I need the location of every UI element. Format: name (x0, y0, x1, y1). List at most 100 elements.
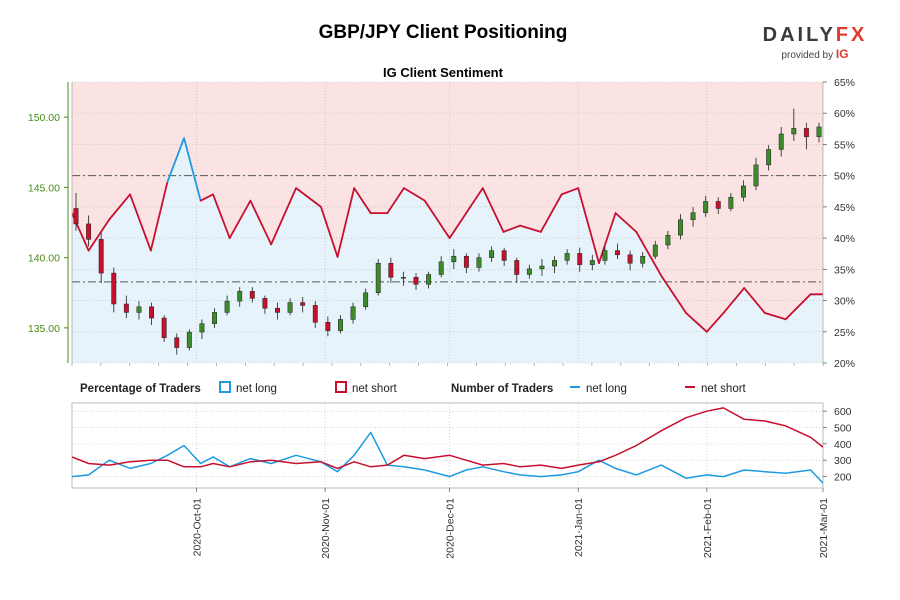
legend-pct-long-label: net long (236, 383, 277, 395)
sentiment-line-segment (577, 187, 600, 264)
counts-tick-label: 200 (834, 472, 852, 484)
counts-tick-label: 400 (834, 439, 852, 451)
chart-title: GBP/JPY Client Positioning (318, 22, 568, 43)
sentiment-line-segment (183, 137, 202, 202)
sentiment-line-segment (423, 199, 451, 240)
sentiment-line-segment (199, 193, 214, 202)
price-candle-body (552, 260, 557, 267)
price-candle-body (438, 261, 444, 275)
price-candle-body (640, 255, 646, 264)
legend-pct-short-swatch (335, 381, 347, 393)
pct-tick-label: 30% (834, 296, 855, 308)
price-candle-body (325, 322, 331, 331)
price-candle-body (123, 303, 129, 313)
sentiment-line-segment (660, 274, 687, 314)
price-candle-body (111, 272, 117, 305)
price-candle-body (400, 277, 406, 279)
price-candle-body (98, 239, 104, 274)
price-candle-body (803, 128, 809, 138)
price-candle-body (766, 149, 772, 166)
sentiment-line-segment (129, 193, 152, 252)
price-candle-body (312, 305, 318, 323)
price-candle-body (237, 291, 243, 302)
price-candle-body (501, 250, 507, 261)
sentiment-line-segment (685, 312, 708, 333)
sentiment-line-segment (614, 212, 638, 233)
date-tick-label: 2021-Mar-01 (818, 498, 830, 558)
price-candle-body (174, 337, 180, 348)
price-tick-label: 140.00 (28, 253, 60, 265)
price-candle-body (526, 268, 532, 275)
dailyfx-logo: DAILYFX provided by IG (760, 24, 870, 61)
price-candle-body (199, 323, 205, 333)
price-candle-body (451, 255, 457, 263)
price-candle-body (350, 306, 356, 320)
pct-tick-label: 45% (834, 202, 855, 214)
price-candle-body (287, 302, 293, 313)
legend-pct-long-swatch (219, 381, 231, 393)
sentiment-line-segment (386, 187, 405, 215)
sentiment-line-segment (336, 187, 356, 258)
price-candle-body (161, 317, 167, 338)
price-candle-body (715, 201, 721, 209)
price-candle-body (463, 255, 469, 268)
sentiment-line-segment (481, 187, 505, 233)
price-tick-label: 150.00 (28, 112, 60, 124)
sentiment-line-segment (87, 218, 111, 252)
pct-tick-label: 35% (834, 264, 855, 276)
price-candle-body (212, 312, 217, 324)
sentiment-line-segment (149, 181, 169, 252)
sentiment-line-segment (320, 205, 339, 258)
counts-tick-label: 500 (834, 423, 852, 435)
sentiment-line-segment (166, 137, 185, 183)
sentiment-line-segment (228, 199, 252, 240)
logo-accent: FX (835, 24, 868, 46)
price-candle-body (627, 254, 633, 264)
legend-pct-title: Percentage of Traders (80, 383, 201, 395)
pct-tick-label: 50% (834, 171, 855, 183)
price-candle-body (136, 306, 142, 313)
price-tick-label: 135.00 (28, 323, 60, 335)
date-tick-label: 2021-Feb-01 (702, 498, 714, 558)
price-tick-label: 145.00 (28, 182, 60, 194)
pct-tick-label: 65% (834, 77, 855, 89)
price-candle-body (73, 208, 79, 225)
legend-pct-short-label: net short (352, 383, 398, 395)
sentiment-line-segment (519, 224, 542, 233)
price-candle-body (678, 219, 683, 236)
price-candle-body (275, 307, 280, 313)
traders-count-panel: 200 300 400 500 600 2020-Oct-01 2020-Nov-01 202… (71, 402, 852, 559)
pct-tick-label: 25% (834, 327, 855, 339)
price-candle-body (338, 319, 343, 331)
price-candle-body (665, 234, 671, 246)
sentiment-line-segment (212, 193, 231, 240)
counts-plot-frame (71, 402, 824, 489)
sentiment-line-segment (635, 230, 663, 277)
price-candle-body (652, 244, 658, 257)
chart-subtitle: IG Client Sentiment (383, 65, 504, 80)
sentiment-line-segment (108, 193, 131, 221)
date-tick-label: 2020-Nov-01 (320, 498, 332, 559)
price-candle-body (186, 331, 192, 348)
price-candle-body (388, 262, 394, 278)
sentiment-line-segment (598, 212, 617, 264)
sentiment-line-segment (270, 187, 297, 246)
logo-by: provided by (781, 50, 834, 61)
pct-tick-label: 60% (834, 108, 855, 120)
price-candle-body (589, 260, 595, 265)
price-candle-body (300, 302, 306, 306)
pct-tick-label: 20% (834, 358, 855, 370)
legend: Percentage of Traders net long net short… (80, 381, 747, 395)
counts-line-net-long (72, 431, 823, 484)
sentiment-panel: 135.00 140.00 145.00 150.00 20% 25% 30% 35% 40% 4… (28, 77, 855, 370)
sentiment-line-segment (353, 187, 372, 215)
price-candle-body (413, 277, 419, 285)
price-candle-body (363, 292, 369, 308)
sentiment-line-segment (403, 187, 426, 202)
price-candle-body (577, 253, 583, 265)
sentiment-line-segment (502, 224, 522, 233)
date-tick-label: 2020-Dec-01 (445, 498, 457, 559)
price-candle-body (753, 164, 759, 187)
price-candle-body (740, 185, 746, 198)
